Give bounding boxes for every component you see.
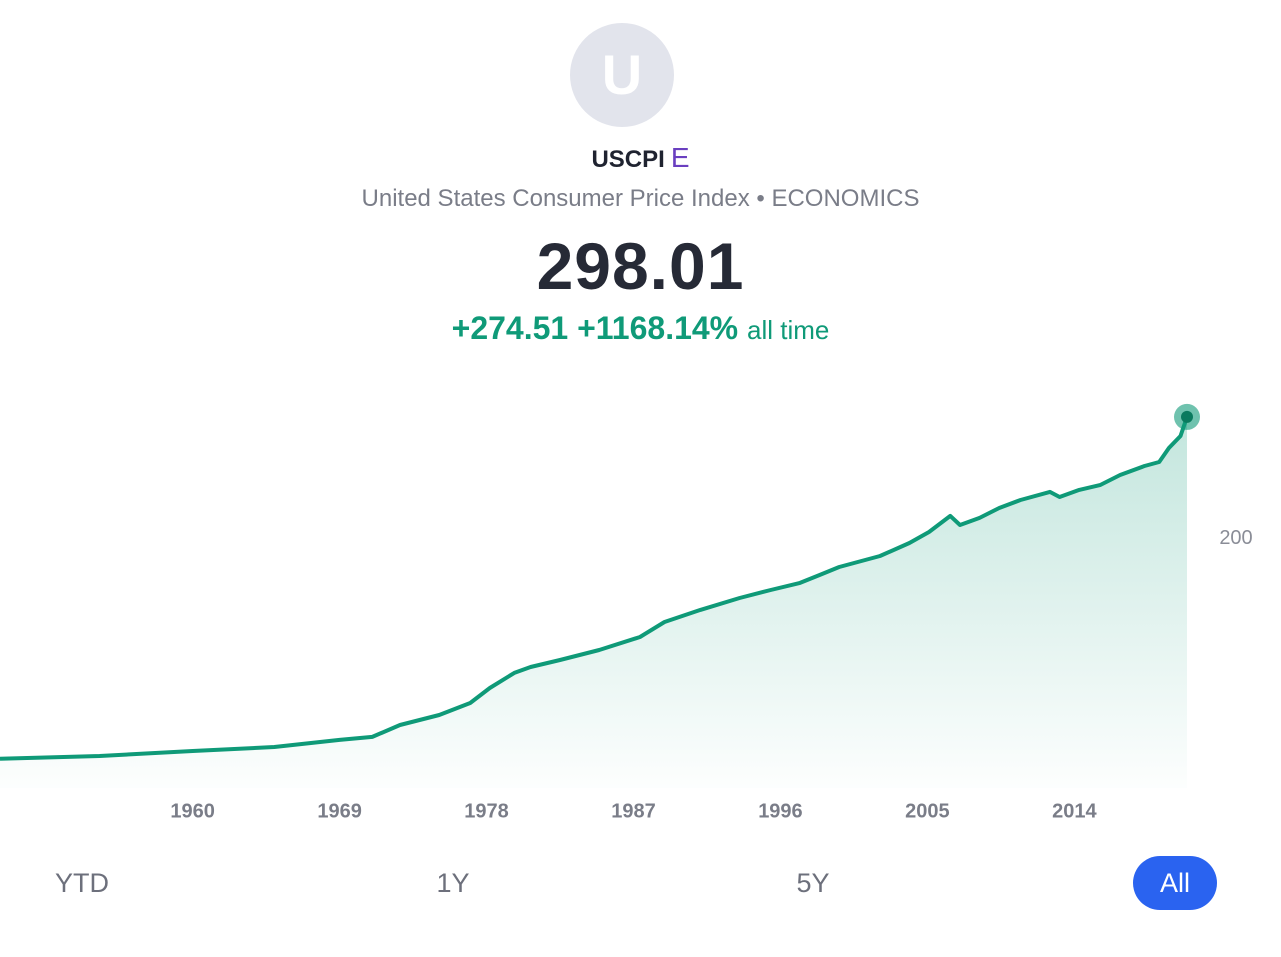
change-percent: +1168.14% — [577, 310, 739, 346]
ticker: USCPI — [591, 146, 665, 173]
ticker-row: USCPI E — [0, 142, 1281, 174]
range-button[interactable]: All — [1133, 856, 1217, 910]
line — [0, 416, 1189, 761]
name: United States Consumer Price Index — [361, 185, 750, 212]
subtitle: United States Consumer Price Index • ECO… — [0, 185, 1281, 213]
x-tick-label: 1987 — [611, 800, 656, 822]
range-button[interactable]: 1Y — [436, 868, 470, 898]
price: 298.01 — [536, 229, 745, 303]
chart: 200 1960 1969 1978 1987 1996 2005 2014 — [0, 403, 1253, 822]
change: +274.51 — [451, 310, 569, 346]
range-button[interactable]: 5Y — [796, 868, 830, 898]
range-button[interactable]: YTD — [55, 868, 109, 898]
x-tick-label: 2005 — [905, 800, 950, 822]
badge: E — [670, 142, 690, 173]
x-tick-label: 1969 — [317, 800, 362, 822]
area — [0, 416, 1187, 788]
y-tick-label: 200 — [1219, 527, 1252, 549]
x-tick-label: 1978 — [464, 800, 509, 822]
x-tick-label: 1960 — [170, 800, 215, 822]
x-tick-label: 1996 — [758, 800, 803, 822]
end-dot — [1181, 410, 1193, 423]
period: all time — [747, 315, 830, 345]
change-row: +274.51 +1168.14% all time — [0, 310, 1281, 347]
category: ECONOMICS — [771, 185, 920, 212]
separator: • — [756, 185, 765, 212]
avatar: U — [570, 23, 674, 127]
x-tick-label: 2014 — [1052, 800, 1097, 822]
